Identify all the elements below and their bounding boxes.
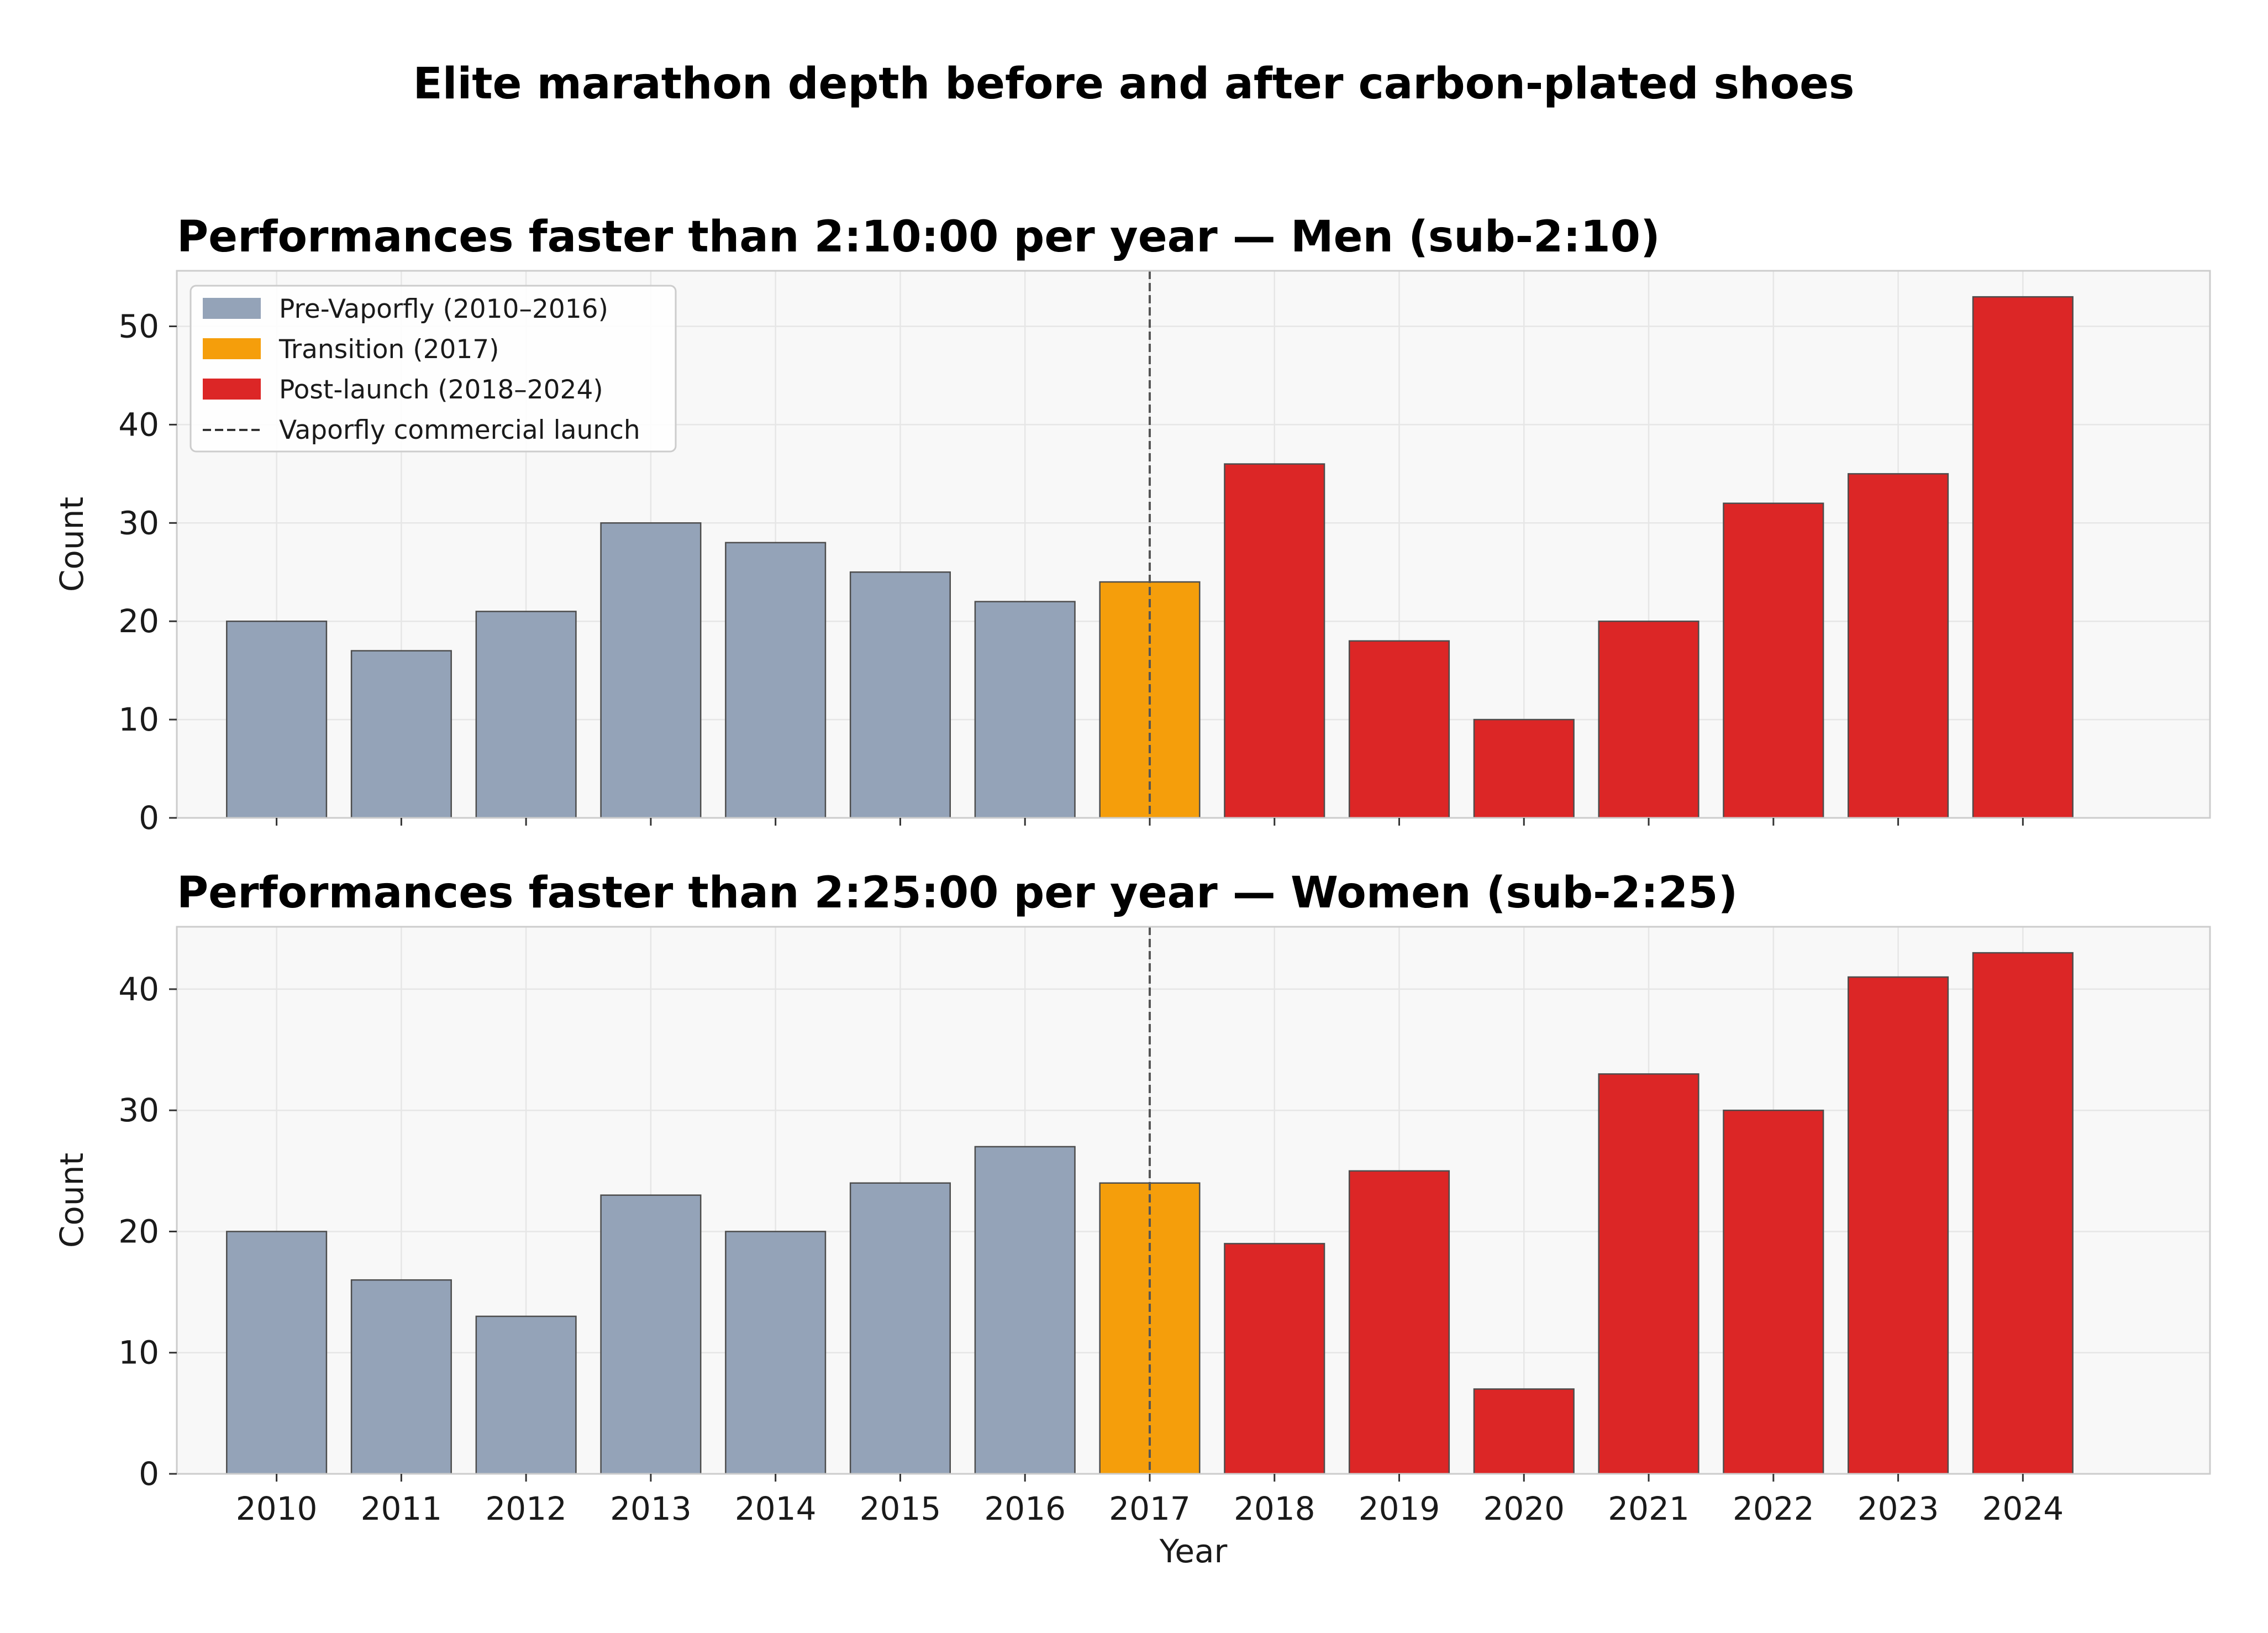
bar-2019	[1348, 640, 1450, 819]
x-axis-label: Year	[1159, 1532, 1228, 1570]
y-tick-label: 0	[139, 1455, 159, 1493]
bar-2011	[350, 1279, 452, 1475]
bar-2016	[974, 1146, 1076, 1475]
bar-2015	[849, 571, 951, 819]
bar-2013	[600, 522, 702, 819]
bar-2011	[350, 650, 452, 819]
bar-2023	[1848, 976, 1949, 1475]
legend-box	[190, 285, 677, 453]
x-tick-label: 2023	[1857, 1490, 1939, 1527]
x-tick-label: 2012	[485, 1490, 567, 1527]
bar-2024	[1972, 952, 2074, 1475]
bar-2015	[849, 1182, 951, 1475]
y-tick-label: 40	[118, 406, 159, 443]
panel-women: 0 10 20 30 40 2010 2011 2012 2013 2014 2015 2016 201…	[53, 868, 2211, 1570]
bar-2023	[1848, 473, 1949, 819]
bar-2020	[1473, 718, 1575, 819]
legend-swatch-transition	[203, 338, 261, 359]
bar-2021	[1598, 1073, 1699, 1475]
panel-title: Performances faster than 2:25:00 per yea…	[177, 868, 1738, 918]
y-axis-label: Count	[53, 1153, 91, 1248]
bar-2014	[725, 542, 827, 819]
x-tick-label: 2016	[984, 1490, 1066, 1527]
panel-title: Performances faster than 2:10:00 per yea…	[177, 212, 1660, 262]
x-tick-label: 2019	[1359, 1490, 1440, 1527]
x-tick-label: 2011	[361, 1490, 443, 1527]
bar-2010	[226, 1231, 328, 1475]
bar-2012	[475, 611, 577, 819]
x-tick-label: 2013	[610, 1490, 692, 1527]
bar-2014	[725, 1231, 827, 1475]
axes-frame	[176, 270, 2211, 819]
legend-label: Vaporfly commercial launch	[279, 415, 640, 445]
x-tick-label: 2014	[735, 1490, 817, 1527]
x-tick-label: 2010	[236, 1490, 318, 1527]
bar-2022	[1723, 1109, 1824, 1475]
bar-2012	[475, 1315, 577, 1475]
bar-2020	[1473, 1388, 1575, 1475]
bar-2010	[226, 620, 328, 819]
x-tick-label: 2024	[1982, 1490, 2064, 1527]
bar-2013	[600, 1194, 702, 1475]
legend-swatch-post	[203, 379, 261, 400]
x-tick-label: 2015	[860, 1490, 941, 1527]
x-tick-label: 2022	[1733, 1490, 1814, 1527]
x-tick-label: 2017	[1109, 1490, 1191, 1527]
legend: Pre-Vaporfly (2010–2016) Transition (2017…	[190, 285, 677, 453]
y-tick-label: 30	[118, 1091, 159, 1129]
y-tick-label: 50	[118, 308, 159, 345]
axes-frame	[176, 926, 2211, 1475]
bar-2024	[1972, 296, 2074, 819]
y-tick-label: 0	[139, 799, 159, 837]
panel-men: 0 10 20 30 40 50 Performances faster than 2:10…	[53, 212, 2211, 837]
legend-label: Transition (2017)	[278, 334, 499, 365]
legend-label: Post-launch (2018–2024)	[279, 375, 603, 405]
figure-suptitle: Elite marathon depth before and after ca…	[413, 59, 1855, 109]
y-tick-label: 20	[118, 602, 159, 640]
y-tick-label: 10	[118, 1334, 159, 1372]
x-tick-label: 2021	[1608, 1490, 1690, 1527]
y-tick-label: 40	[118, 970, 159, 1008]
bar-2022	[1723, 502, 1824, 819]
x-tick-label: 2018	[1234, 1490, 1315, 1527]
legend-swatch-pre	[203, 298, 261, 319]
bar-2019	[1348, 1170, 1450, 1475]
y-axis-label: Count	[53, 497, 91, 592]
x-tick-label: 2020	[1483, 1490, 1565, 1527]
bar-2018	[1224, 1243, 1325, 1475]
bar-2021	[1598, 620, 1699, 819]
bar-2018	[1224, 463, 1325, 819]
bar-2016	[974, 601, 1076, 819]
y-tick-label: 30	[118, 504, 159, 542]
y-tick-label: 20	[118, 1212, 159, 1250]
legend-label: Pre-Vaporfly (2010–2016)	[279, 294, 608, 324]
y-tick-label: 10	[118, 701, 159, 738]
